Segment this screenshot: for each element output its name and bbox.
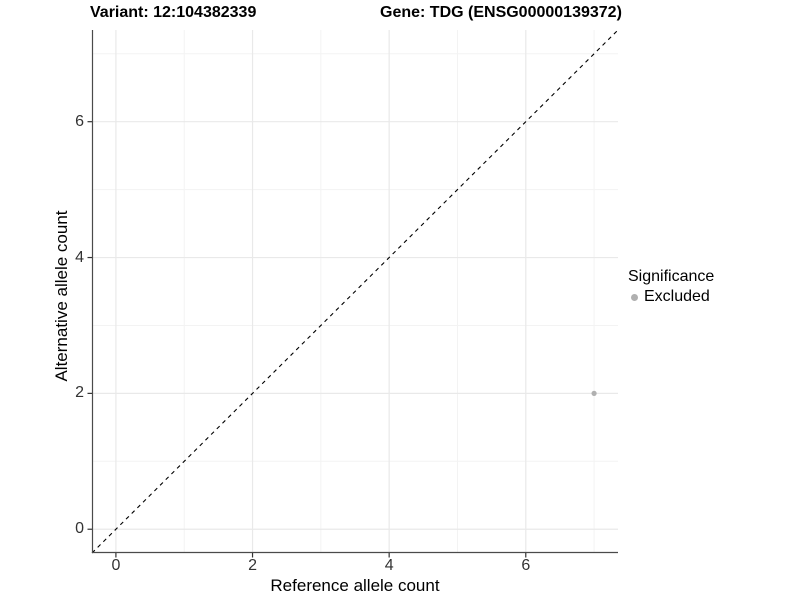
x-tick-label: 4 [384,557,394,574]
data-point [591,390,597,396]
x-tick-label: 0 [111,557,121,574]
chart-svg [87,29,619,558]
x-tick-label: 2 [248,557,257,574]
y-tick-label: 2 [75,384,84,402]
legend-item: Excluded [628,288,714,306]
y-tick-label: 0 [75,520,84,538]
gene-title: Gene: TDG (ENSG00000139372) [380,4,622,21]
legend-item-label: Excluded [644,288,710,305]
legend: Significance Excluded [628,268,714,306]
plot-panel [87,29,619,558]
y-tick-label: 6 [75,112,84,130]
y-axis-title: Alternative allele count [52,210,71,382]
identity-line [91,29,619,554]
x-axis-title: Reference allele count [270,576,440,595]
legend-title: Significance [628,268,715,285]
x-tick-label: 6 [521,557,531,574]
legend-key-dot-icon [631,293,638,301]
variant-title: Variant: 12:104382339 [90,4,257,21]
y-tick-label: 4 [75,248,84,266]
